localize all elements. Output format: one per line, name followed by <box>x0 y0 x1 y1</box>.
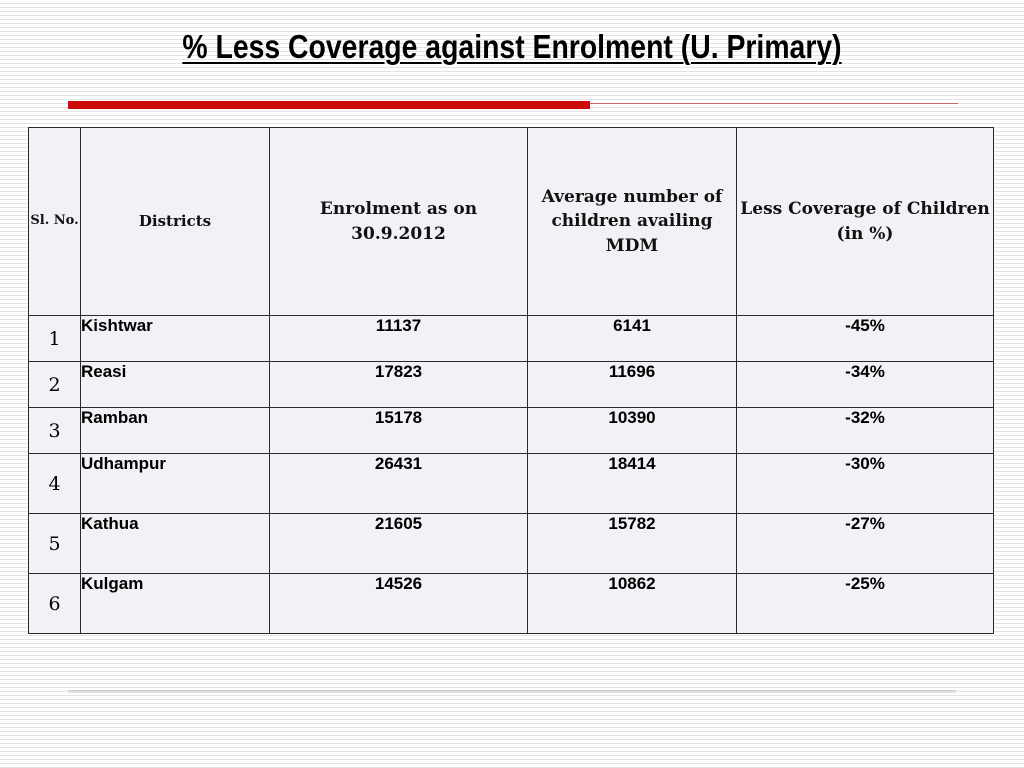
header-less-coverage: Less Coverage of Children (in %) <box>736 127 994 316</box>
row-less-coverage: -25% <box>736 573 994 634</box>
row-average-mdm: 11696 <box>527 361 737 408</box>
header-average-mdm: Average number of children availing MDM <box>527 127 737 316</box>
row-average-mdm: 6141 <box>527 315 737 362</box>
row-less-coverage: -30% <box>736 453 994 514</box>
row-enrolment: 26431 <box>269 453 528 514</box>
row-less-coverage: -34% <box>736 361 994 408</box>
row-sl-no: 2 <box>28 361 81 408</box>
table-row: 5 Kathua 21605 15782 -27% <box>28 513 994 574</box>
row-average-mdm: 18414 <box>527 453 737 514</box>
row-average-mdm: 15782 <box>527 513 737 574</box>
slide-title: % Less Coverage against Enrolment (U. Pr… <box>182 28 842 65</box>
row-sl-no: 4 <box>28 453 81 514</box>
table-row: 6 Kulgam 14526 10862 -25% <box>28 573 994 634</box>
title-divider-line <box>590 103 958 104</box>
row-sl-no: 1 <box>28 315 81 362</box>
row-less-coverage: -27% <box>736 513 994 574</box>
title-accent-bar <box>68 101 590 109</box>
row-enrolment: 21605 <box>269 513 528 574</box>
row-district: Udhampur <box>80 453 270 514</box>
table-row: 2 Reasi 17823 11696 -34% <box>28 361 994 408</box>
row-sl-no: 3 <box>28 407 81 454</box>
row-district: Kathua <box>80 513 270 574</box>
row-district: Ramban <box>80 407 270 454</box>
row-district: Reasi <box>80 361 270 408</box>
row-enrolment: 15178 <box>269 407 528 454</box>
row-district: Kishtwar <box>80 315 270 362</box>
header-enrolment: Enrolment as on 30.9.2012 <box>269 127 528 316</box>
coverage-table: Sl. No. Districts Enrolment as on 30.9.2… <box>28 127 994 634</box>
row-sl-no: 5 <box>28 513 81 574</box>
table-row: 1 Kishtwar 11137 6141 -45% <box>28 315 994 362</box>
row-enrolment: 17823 <box>269 361 528 408</box>
table-row: 3 Ramban 15178 10390 -32% <box>28 407 994 454</box>
footer-divider-line <box>68 690 956 691</box>
row-less-coverage: -32% <box>736 407 994 454</box>
row-average-mdm: 10862 <box>527 573 737 634</box>
row-district: Kulgam <box>80 573 270 634</box>
header-districts: Districts <box>80 127 270 316</box>
row-average-mdm: 10390 <box>527 407 737 454</box>
row-enrolment: 11137 <box>269 315 528 362</box>
footer-divider-line-secondary <box>68 692 956 693</box>
header-sl-no: Sl. No. <box>28 127 81 316</box>
table-row: 4 Udhampur 26431 18414 -30% <box>28 453 994 514</box>
row-sl-no: 6 <box>28 573 81 634</box>
row-less-coverage: -45% <box>736 315 994 362</box>
row-enrolment: 14526 <box>269 573 528 634</box>
table-header-row: Sl. No. Districts Enrolment as on 30.9.2… <box>28 127 994 316</box>
